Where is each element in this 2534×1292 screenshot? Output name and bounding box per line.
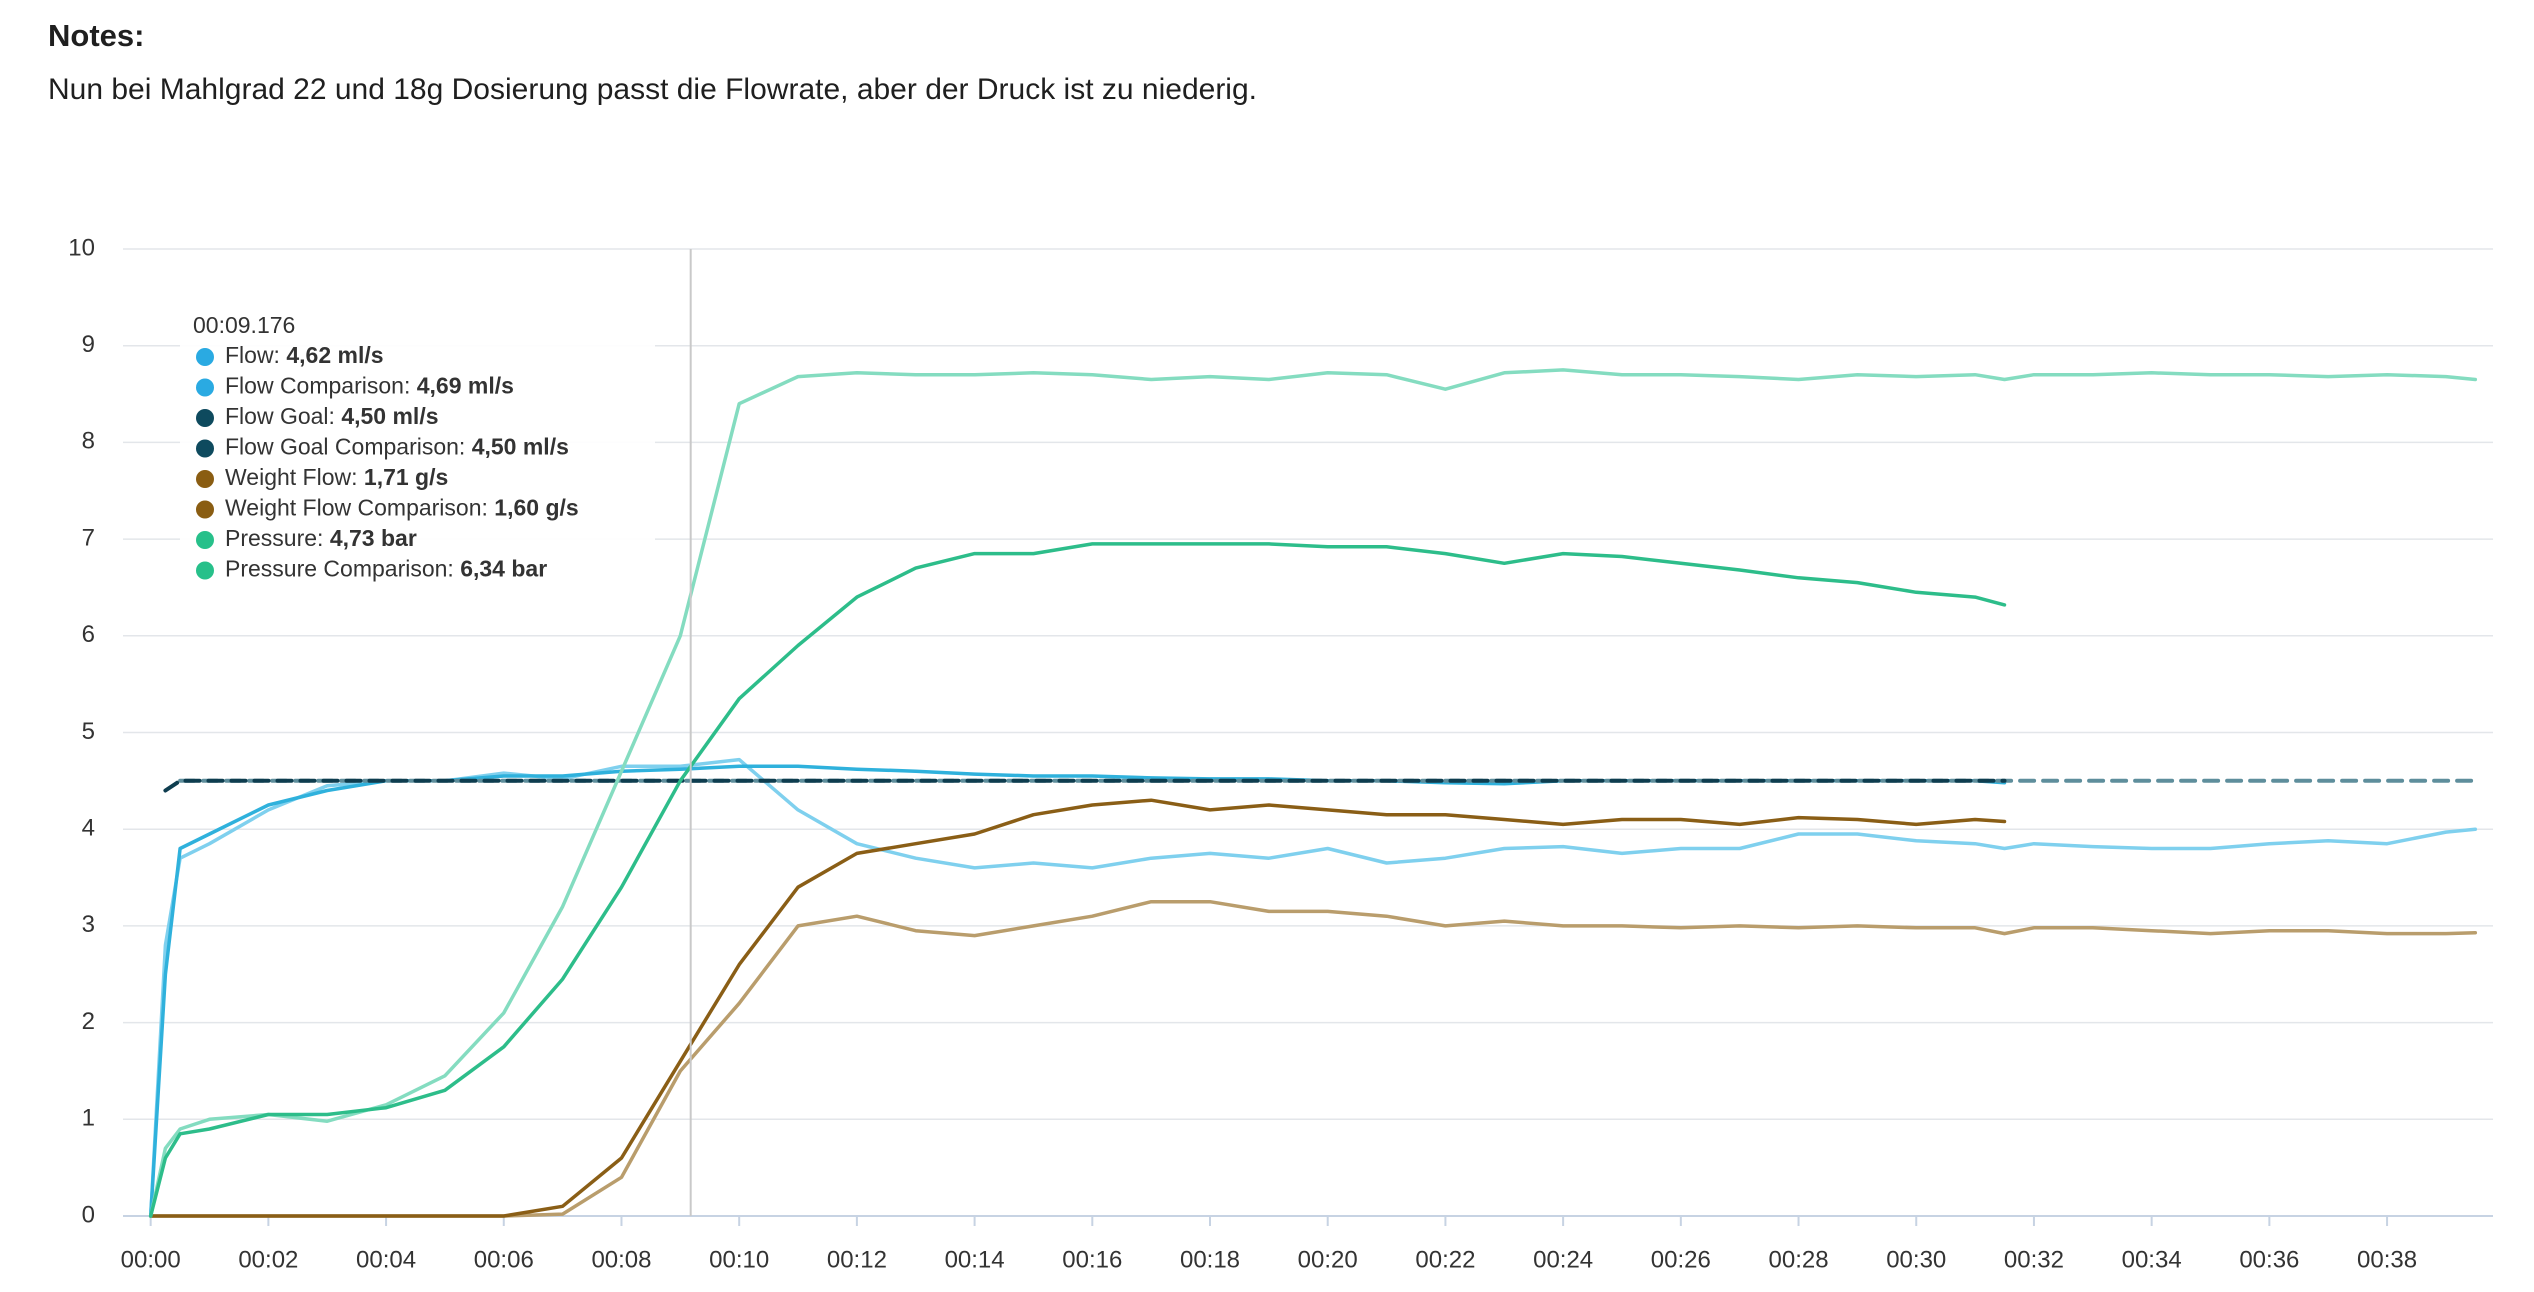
- tooltip-dot: [196, 470, 214, 488]
- x-tick-label: 00:32: [2004, 1246, 2064, 1273]
- series-line: [163, 778, 2007, 793]
- series-line: [148, 368, 2478, 1218]
- tooltip-label: Flow Goal:: [225, 403, 335, 429]
- x-tick-label: 00:22: [1415, 1246, 1475, 1273]
- x-tick-label: 00:02: [238, 1246, 298, 1273]
- tooltip-dot: [196, 439, 214, 458]
- tooltip-item: Weight Flow: 1,71 g/s: [225, 464, 448, 490]
- tooltip-value: 4,62 ml/s: [286, 342, 383, 368]
- tooltip-value: 1,71 g/s: [364, 464, 448, 490]
- tooltip-dot: [196, 561, 214, 580]
- notes-text: Nun bei Mahlgrad 22 und 18g Dosierung pa…: [48, 73, 1257, 106]
- tooltip-label: Flow Goal Comparison:: [225, 434, 465, 460]
- x-tick-label: 00:12: [827, 1246, 887, 1273]
- x-tick-label: 00:20: [1298, 1246, 1358, 1273]
- tooltip-label: Weight Flow Comparison:: [225, 495, 488, 521]
- x-tick-label: 00:00: [121, 1246, 181, 1273]
- series-line: [148, 899, 2478, 1218]
- tooltip-dot: [196, 378, 214, 397]
- x-tick-label: 00:10: [709, 1246, 769, 1273]
- tooltip-item: Flow Goal Comparison: 4,50 ml/s: [225, 434, 569, 460]
- y-tick-label: 5: [82, 718, 95, 745]
- tooltip-value: 4,69 ml/s: [417, 373, 514, 399]
- tooltip: 00:09.176 Flow: 4,62 ml/s Flow Comparison:…: [180, 305, 655, 595]
- notes: Notes: Nun bei Mahlgrad 22 und 18g Dosie…: [48, 18, 1348, 118]
- x-tick-label: 00:28: [1769, 1246, 1829, 1273]
- series-line: [148, 798, 2007, 1218]
- tooltip-time: 00:09.176: [193, 312, 295, 338]
- tooltip-dot: [196, 348, 214, 366]
- x-tick-label: 00:14: [945, 1246, 1005, 1273]
- x-tick-label: 00:08: [591, 1246, 651, 1273]
- series-line: [148, 542, 2007, 1218]
- tooltip-label: Pressure Comparison:: [225, 556, 454, 582]
- y-tick-label: 1: [82, 1105, 95, 1132]
- x-tick-label: 00:34: [2122, 1246, 2182, 1273]
- y-tick-label: 0: [82, 1201, 95, 1228]
- x-tick-label: 00:24: [1533, 1246, 1593, 1273]
- tooltip-dot: [196, 500, 214, 519]
- y-tick-label: 3: [82, 911, 95, 938]
- y-tick-label: 9: [82, 331, 95, 358]
- tooltip-value: 4,73 bar: [330, 525, 417, 551]
- tooltip-value: 1,60 g/s: [494, 495, 578, 521]
- tooltip-item: Pressure Comparison: 6,34 bar: [225, 556, 547, 582]
- x-tick-label: 00:38: [2357, 1246, 2417, 1273]
- y-tick-label: 4: [82, 815, 95, 842]
- x-tick-label: 00:36: [2239, 1246, 2299, 1273]
- x-tick-label: 00:30: [1886, 1246, 1946, 1273]
- y-tick-label: 2: [82, 1008, 95, 1035]
- y-tick-label: 8: [82, 428, 95, 455]
- notes-title: Notes:: [48, 18, 145, 53]
- x-tick-label: 00:16: [1062, 1246, 1122, 1273]
- tooltip-item: Pressure: 4,73 bar: [225, 525, 417, 551]
- x-tick-label: 00:04: [356, 1246, 416, 1273]
- tooltip-dot: [196, 531, 214, 549]
- x-tick-label: 00:18: [1180, 1246, 1240, 1273]
- tooltip-item: Flow: 4,62 ml/s: [225, 342, 384, 368]
- series-line: [148, 764, 2007, 1218]
- tooltip-label: Flow:: [225, 342, 280, 368]
- tooltip-value: 4,50 ml/s: [472, 434, 569, 460]
- tooltip-value: 6,34 bar: [460, 556, 547, 582]
- tooltip-label: Flow Comparison:: [225, 373, 410, 399]
- series-line: [148, 757, 2478, 1218]
- y-tick-label: 7: [82, 524, 95, 551]
- tooltip-dot: [196, 409, 214, 427]
- y-tick-label: 10: [68, 234, 95, 261]
- x-tick-label: 00:26: [1651, 1246, 1711, 1273]
- tooltip-value: 4,50 ml/s: [341, 403, 438, 429]
- tooltip-item: Weight Flow Comparison: 1,60 g/s: [225, 495, 579, 521]
- tooltip-label: Pressure:: [225, 525, 323, 551]
- tooltip-label: Weight Flow:: [225, 464, 358, 490]
- tooltip-item: Flow Goal: 4,50 ml/s: [225, 403, 439, 429]
- x-tick-label: 00:06: [474, 1246, 534, 1273]
- y-tick-label: 6: [82, 621, 95, 648]
- tooltip-box: [180, 305, 655, 595]
- tooltip-item: Flow Comparison: 4,69 ml/s: [225, 373, 514, 399]
